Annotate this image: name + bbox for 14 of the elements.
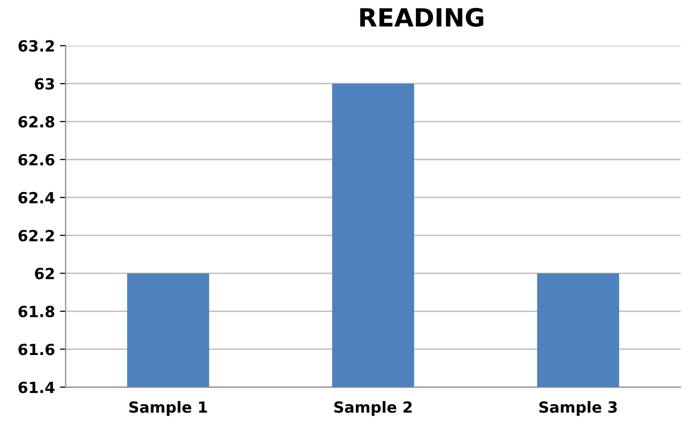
y-tick-label: 63.2 <box>18 40 54 52</box>
y-tick-label: 62.6 <box>18 154 54 166</box>
y-tick-label: 63 <box>34 78 54 90</box>
y-tick-label: 61.8 <box>18 306 54 318</box>
y-tick-label: 62.4 <box>18 192 55 204</box>
y-tick-label: 62.2 <box>18 230 54 242</box>
x-tick-label: Sample 3 <box>539 401 617 416</box>
x-tick-label: Sample 2 <box>334 401 412 416</box>
y-tick-label: 61.4 <box>18 382 55 394</box>
chart-title: READING <box>360 8 484 27</box>
y-tick-label: 61.6 <box>18 344 54 356</box>
y-tick-label: 62 <box>34 268 54 280</box>
x-tick-label: Sample 1 <box>129 401 207 416</box>
y-tick-label: 62.8 <box>18 116 54 128</box>
